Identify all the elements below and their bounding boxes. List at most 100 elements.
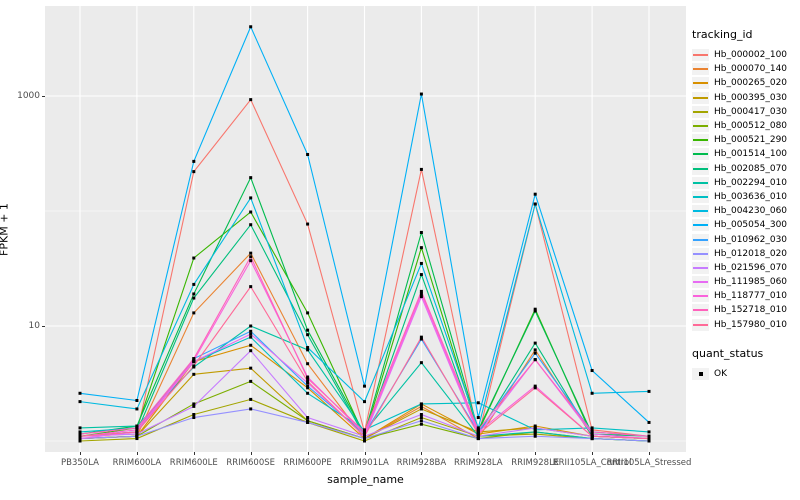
data-point bbox=[306, 420, 310, 424]
legend-label: Hb_000002_100 bbox=[714, 50, 788, 61]
data-point bbox=[363, 439, 366, 443]
legend-key-line-swatch bbox=[692, 304, 709, 317]
y-tick-label-1000: 1000 bbox=[17, 91, 40, 101]
data-point bbox=[249, 176, 253, 180]
data-point bbox=[647, 389, 651, 393]
data-point bbox=[419, 289, 423, 293]
legend-key-line-swatch bbox=[692, 120, 709, 133]
data-point bbox=[306, 379, 310, 383]
data-point bbox=[533, 307, 537, 311]
data-point bbox=[419, 361, 423, 365]
legend-entry-Hb_021596_070: Hb_021596_070 bbox=[692, 261, 800, 275]
legend-label: OK bbox=[714, 368, 727, 379]
data-point bbox=[419, 231, 423, 235]
legend-entry-Hb_002085_070: Hb_002085_070 bbox=[692, 162, 800, 176]
legend-entry-Hb_000265_020: Hb_000265_020 bbox=[692, 76, 800, 90]
data-point bbox=[78, 439, 82, 443]
legend-title-quant-status: quant_status bbox=[692, 346, 764, 360]
legend-label: Hb_000265_020 bbox=[714, 78, 788, 89]
legend-label: Hb_157980_010 bbox=[714, 319, 788, 330]
legend-label: Hb_000070_140 bbox=[714, 64, 788, 75]
data-point bbox=[363, 400, 366, 404]
legend: tracking_id Hb_000002_100 Hb_000070_140 Hb… bbox=[692, 28, 800, 381]
data-point bbox=[135, 434, 139, 438]
data-point bbox=[533, 386, 537, 390]
data-point bbox=[192, 282, 196, 286]
quant-status-point-icon bbox=[692, 367, 709, 380]
data-point bbox=[419, 335, 423, 339]
legend-quant-entries: OK bbox=[692, 367, 800, 381]
data-point bbox=[306, 222, 310, 226]
legend-label: Hb_118777_010 bbox=[714, 291, 788, 302]
legend-label: Hb_001514_100 bbox=[714, 149, 788, 160]
data-point bbox=[363, 430, 366, 434]
legend-entry-Hb_005054_300: Hb_005054_300 bbox=[692, 218, 800, 232]
data-point bbox=[192, 159, 196, 163]
data-point bbox=[192, 404, 196, 408]
data-point bbox=[249, 259, 253, 263]
data-point bbox=[647, 437, 651, 441]
data-point bbox=[306, 381, 310, 385]
data-point bbox=[419, 292, 423, 296]
data-point bbox=[590, 428, 594, 432]
x-tick-label-RRIM928BA: RRIM928BA bbox=[396, 458, 447, 468]
data-point bbox=[192, 292, 196, 296]
legend-key-line-swatch bbox=[692, 91, 709, 104]
data-point bbox=[647, 420, 651, 424]
legend-entry-Hb_118777_010: Hb_118777_010 bbox=[692, 289, 800, 303]
data-point bbox=[419, 422, 423, 426]
data-point bbox=[135, 424, 139, 428]
data-point bbox=[476, 432, 480, 436]
legend-key-line-swatch bbox=[692, 205, 709, 218]
legend-entry-Hb_000395_030: Hb_000395_030 bbox=[692, 91, 800, 105]
data-point bbox=[306, 391, 310, 395]
data-point bbox=[533, 384, 537, 388]
legend-tracking-entries: Hb_000002_100 Hb_000070_140 Hb_000265_020 H… bbox=[692, 48, 800, 332]
y-tick-mark bbox=[42, 326, 45, 327]
legend-entry-Hb_003636_010: Hb_003636_010 bbox=[692, 190, 800, 204]
data-point bbox=[590, 369, 594, 373]
data-point bbox=[192, 412, 196, 416]
x-tick-mark bbox=[307, 452, 309, 455]
data-point bbox=[533, 341, 537, 345]
data-point bbox=[476, 437, 480, 441]
x-tick-mark bbox=[193, 452, 195, 455]
legend-label: Hb_000417_030 bbox=[714, 106, 788, 117]
data-point bbox=[306, 362, 310, 366]
legend-key-line-swatch bbox=[692, 290, 709, 303]
data-point bbox=[533, 424, 537, 428]
data-point bbox=[306, 416, 310, 420]
chart-canvas bbox=[45, 6, 686, 452]
data-point bbox=[306, 419, 310, 423]
data-point bbox=[419, 167, 423, 171]
data-point bbox=[249, 335, 253, 339]
data-point bbox=[306, 384, 310, 388]
legend-label: Hb_000512_080 bbox=[714, 121, 788, 132]
legend-label: Hb_152718_010 bbox=[714, 305, 788, 316]
legend-key-line-swatch bbox=[692, 63, 709, 76]
data-point bbox=[533, 426, 537, 430]
x-tick-mark bbox=[592, 452, 594, 455]
x-tick-label-RRIM600SE: RRIM600SE bbox=[226, 458, 276, 468]
data-point bbox=[419, 407, 423, 411]
legend-label: Hb_111985_060 bbox=[714, 277, 788, 288]
data-point bbox=[476, 426, 480, 430]
data-point bbox=[192, 256, 196, 260]
data-point bbox=[419, 295, 423, 299]
data-point bbox=[78, 437, 82, 441]
x-tick-mark bbox=[136, 452, 138, 455]
data-point bbox=[249, 349, 253, 353]
data-point bbox=[135, 407, 139, 411]
data-point bbox=[192, 364, 196, 368]
x-tick-mark bbox=[478, 452, 480, 455]
data-point bbox=[533, 430, 537, 434]
legend-entry-Hb_152718_010: Hb_152718_010 bbox=[692, 303, 800, 317]
data-point bbox=[533, 351, 537, 355]
legend-key-line-swatch bbox=[692, 276, 709, 289]
data-point bbox=[249, 98, 253, 102]
data-point bbox=[476, 416, 480, 420]
data-point bbox=[192, 416, 196, 420]
legend-label: Hb_000521_290 bbox=[714, 135, 788, 146]
legend-label: Hb_000395_030 bbox=[714, 92, 788, 103]
legend-entry-Hb_000521_290: Hb_000521_290 bbox=[692, 133, 800, 147]
